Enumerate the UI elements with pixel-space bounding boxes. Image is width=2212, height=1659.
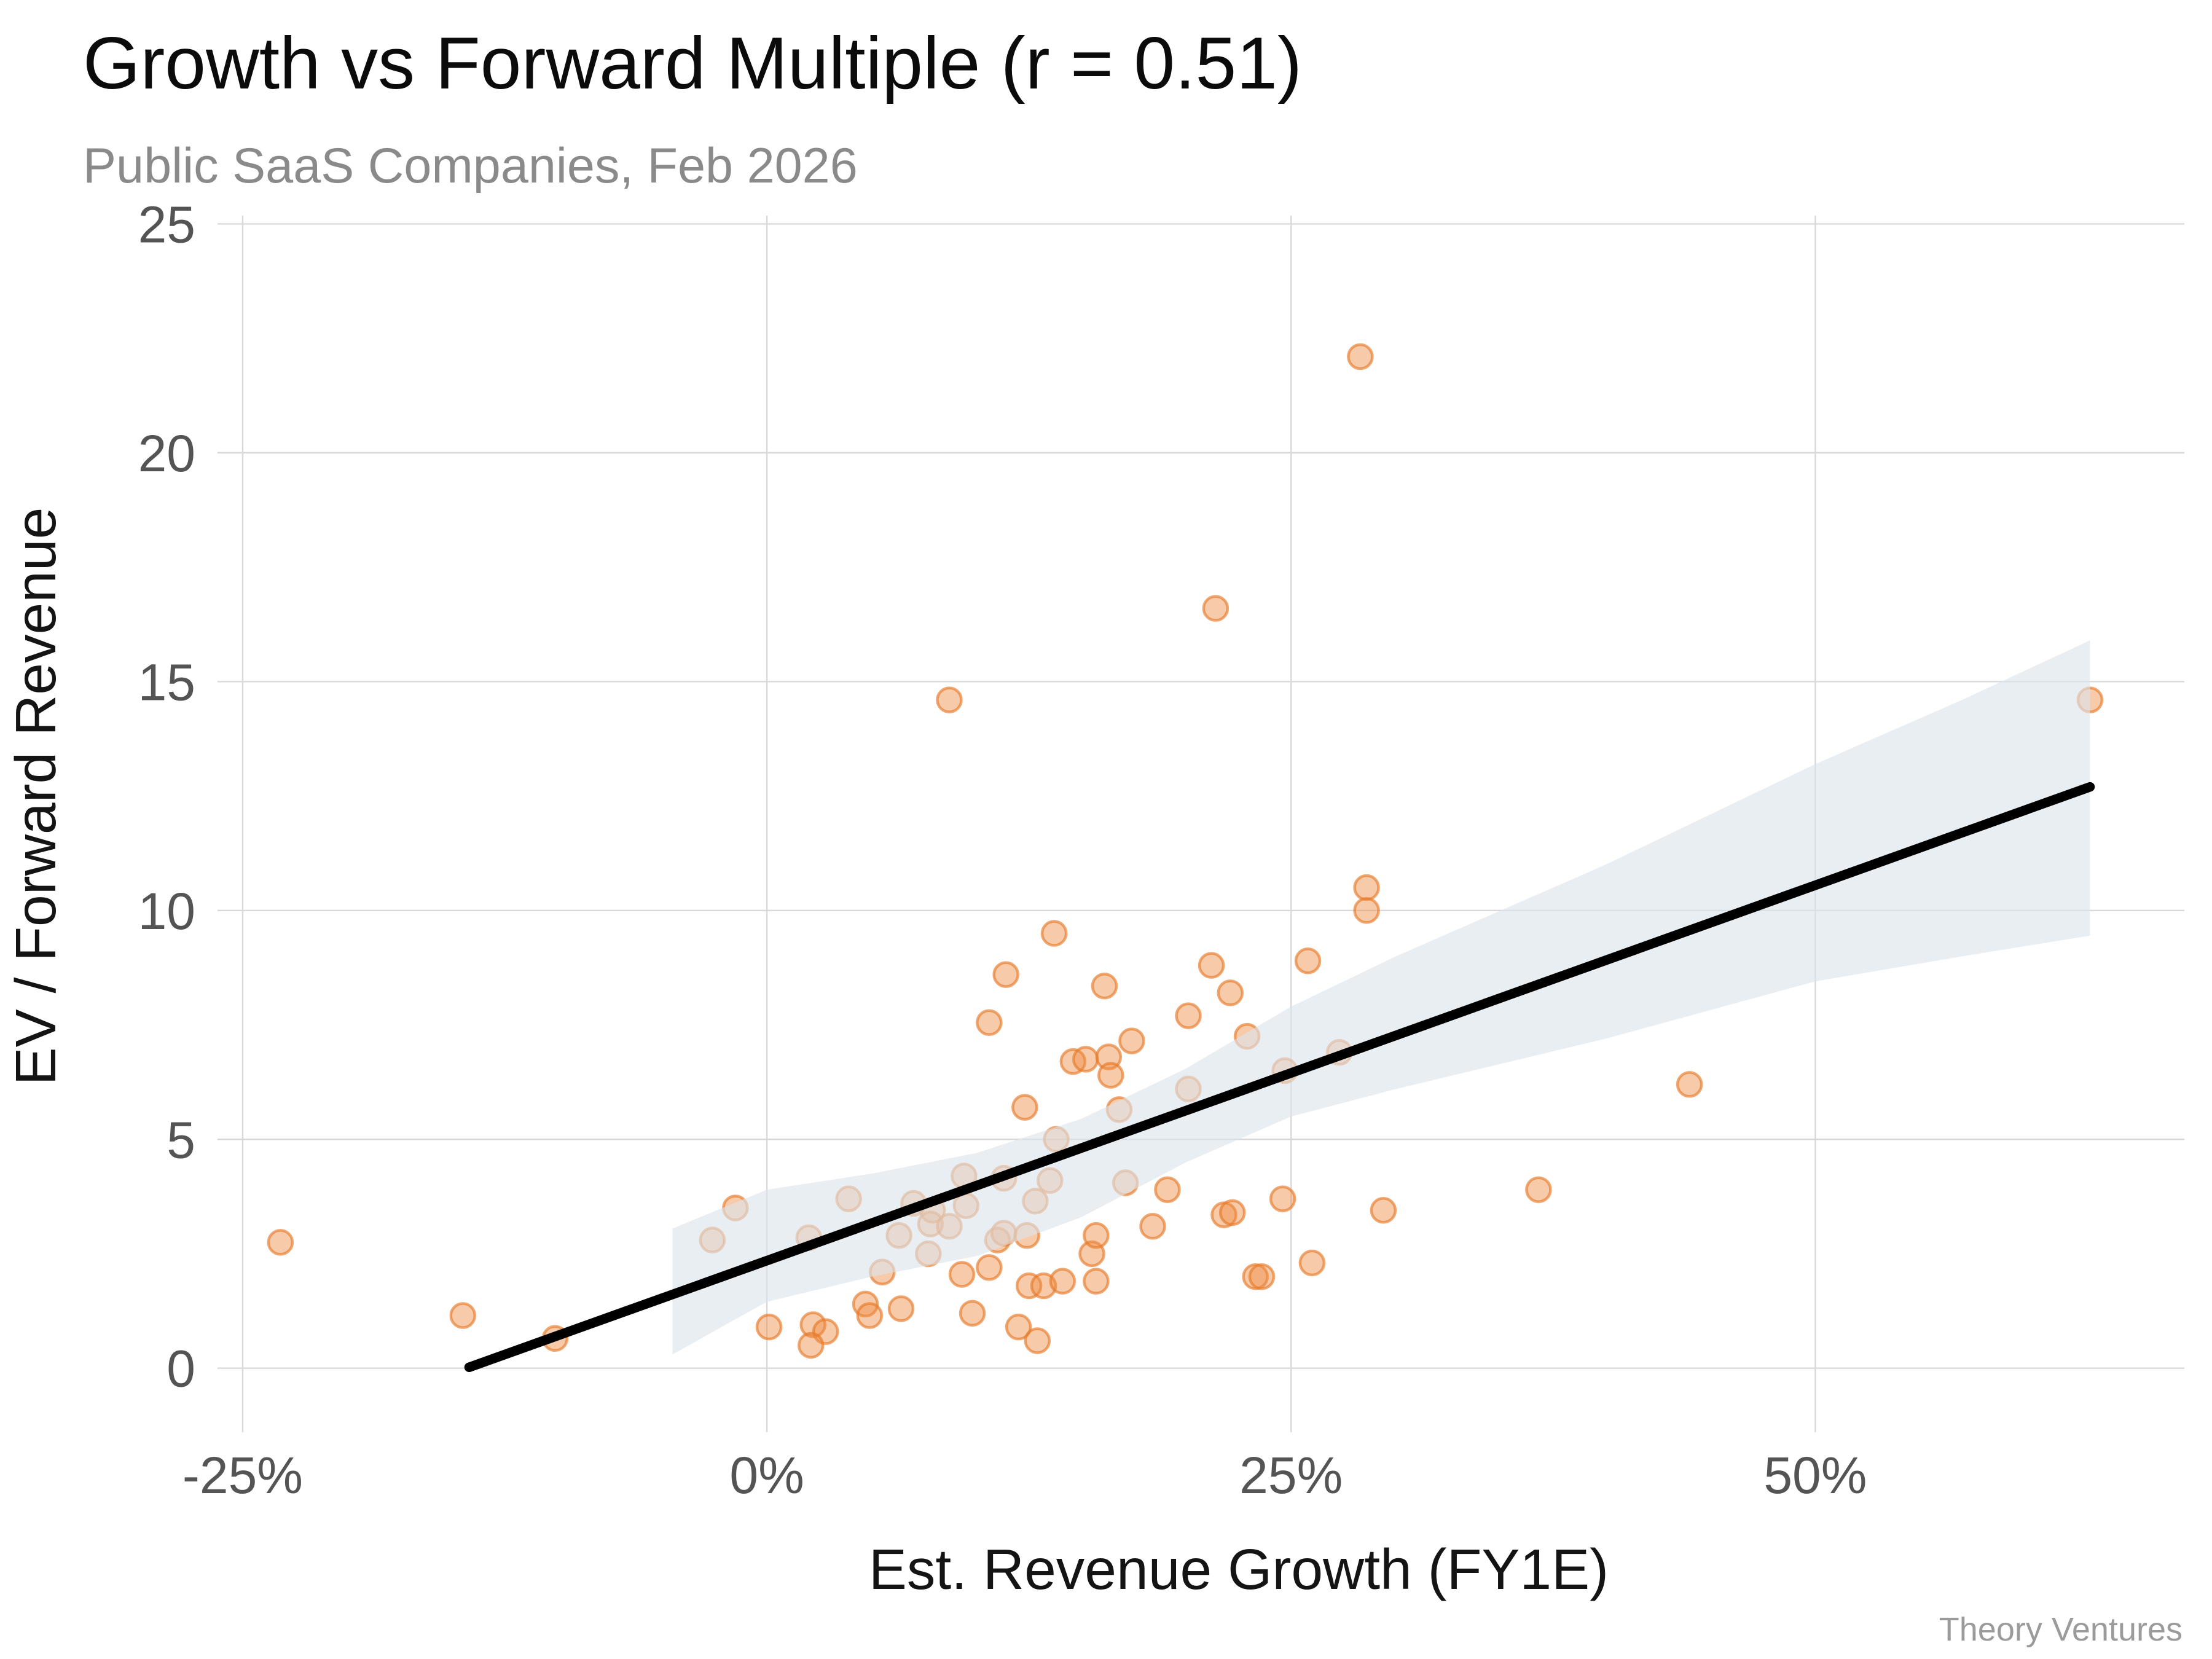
data-point bbox=[1347, 343, 1374, 371]
data-point bbox=[798, 1332, 825, 1359]
confidence-band-layer bbox=[672, 640, 2090, 1355]
data-point bbox=[1298, 1249, 1326, 1277]
data-point bbox=[1242, 1263, 1269, 1290]
data-point bbox=[948, 1261, 976, 1288]
data-point bbox=[1015, 1272, 1043, 1300]
data-point bbox=[1269, 1185, 1296, 1212]
data-point bbox=[1676, 1071, 1703, 1098]
data-point bbox=[1024, 1327, 1051, 1354]
y-tick-label: 15 bbox=[138, 653, 195, 711]
data-point bbox=[1005, 1313, 1032, 1341]
data-point bbox=[1072, 1046, 1099, 1073]
x-tick-label: 0% bbox=[729, 1446, 804, 1504]
data-point bbox=[1154, 1176, 1181, 1203]
data-point bbox=[976, 1009, 1003, 1037]
data-point bbox=[449, 1302, 477, 1329]
x-tick-label: 25% bbox=[1239, 1446, 1343, 1504]
data-point bbox=[755, 1313, 783, 1341]
data-point bbox=[1202, 595, 1230, 622]
data-point bbox=[1217, 979, 1244, 1006]
data-point bbox=[887, 1295, 915, 1322]
data-point bbox=[1198, 952, 1225, 979]
x-tick-label: -25% bbox=[182, 1446, 303, 1504]
y-tick-label: 25 bbox=[138, 195, 195, 253]
data-point bbox=[1294, 947, 1322, 975]
tick-labels: -25% 0% 25% 50% 0 5 10 15 20 25 bbox=[138, 195, 1867, 1504]
data-point bbox=[267, 1229, 294, 1256]
y-tick-label: 5 bbox=[167, 1111, 195, 1169]
data-point bbox=[992, 961, 1019, 988]
confidence-band bbox=[672, 640, 2090, 1355]
data-point bbox=[1083, 1222, 1110, 1249]
data-point bbox=[1370, 1196, 1397, 1224]
gridlines bbox=[218, 216, 2184, 1432]
data-point bbox=[1525, 1176, 1552, 1203]
data-point bbox=[1218, 1199, 1246, 1226]
y-tick-label: 20 bbox=[138, 425, 195, 482]
x-axis-title: Est. Revenue Growth (FY1E) bbox=[869, 1537, 1609, 1601]
trend-line-layer bbox=[464, 782, 2095, 1373]
data-point bbox=[1049, 1268, 1077, 1295]
chart-subtitle: Public SaaS Companies, Feb 2026 bbox=[83, 138, 858, 194]
data-point bbox=[959, 1300, 986, 1327]
chart-title: Growth vs Forward Multiple (r = 0.51) bbox=[83, 22, 1302, 104]
data-point bbox=[799, 1311, 826, 1338]
data-point bbox=[1353, 874, 1380, 901]
data-point bbox=[1248, 1263, 1276, 1290]
data-point bbox=[936, 686, 963, 713]
y-tick-label: 10 bbox=[138, 882, 195, 940]
data-point bbox=[1011, 1094, 1038, 1121]
data-point bbox=[856, 1302, 884, 1329]
data-point bbox=[1083, 1268, 1110, 1295]
data-point bbox=[1040, 920, 1068, 947]
data-point bbox=[1353, 897, 1380, 924]
attribution: Theory Ventures bbox=[1939, 1611, 2183, 1648]
y-tick-label: 0 bbox=[167, 1340, 195, 1398]
data-point bbox=[1118, 1027, 1145, 1054]
x-tick-label: 50% bbox=[1763, 1446, 1867, 1504]
data-point bbox=[1139, 1213, 1166, 1240]
data-point bbox=[1091, 972, 1118, 1000]
data-point bbox=[1175, 1002, 1202, 1029]
data-point bbox=[976, 1254, 1003, 1281]
y-axis-title: EV / Forward Revenue bbox=[4, 508, 68, 1086]
data-point bbox=[1097, 1062, 1124, 1089]
trend-line bbox=[464, 782, 2095, 1373]
